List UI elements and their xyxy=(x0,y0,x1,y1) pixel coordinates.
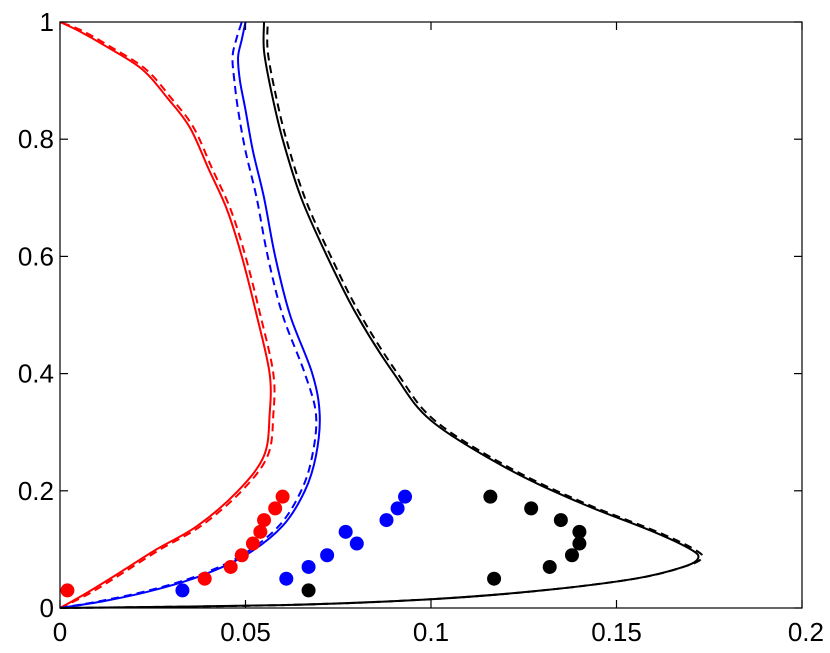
series-line-3 xyxy=(59,21,318,609)
data-point xyxy=(564,548,579,563)
series-line-4 xyxy=(59,21,700,609)
data-point xyxy=(245,536,260,551)
plot-area-frame xyxy=(59,21,803,609)
data-point xyxy=(524,501,539,516)
x-tick-label: 0.1 xyxy=(413,617,449,647)
y-tick-label: 0.6 xyxy=(18,241,54,271)
data-point xyxy=(487,571,502,586)
data-point xyxy=(275,489,290,504)
data-point xyxy=(379,513,394,528)
y-tick-label: 1 xyxy=(40,7,54,37)
y-tick-label: 0 xyxy=(40,593,54,623)
data-point xyxy=(279,571,294,586)
series-line-1 xyxy=(59,21,276,609)
data-point xyxy=(320,548,335,563)
y-tick-label: 0.2 xyxy=(18,476,54,506)
data-point xyxy=(175,583,190,598)
y-tick-label: 0.8 xyxy=(18,124,54,154)
series-line-2 xyxy=(59,21,321,609)
x-tick-label: 0.15 xyxy=(591,617,642,647)
data-point xyxy=(257,513,272,528)
series-line-5 xyxy=(59,21,704,609)
x-tick-label: 0.05 xyxy=(220,617,271,647)
data-point xyxy=(301,559,316,574)
data-point xyxy=(338,524,353,539)
data-point xyxy=(253,524,268,539)
y-tick-label: 0.4 xyxy=(18,359,54,389)
data-point xyxy=(398,489,413,504)
data-point xyxy=(390,501,405,516)
ticks-layer xyxy=(59,21,803,609)
data-point xyxy=(572,536,587,551)
y-tick-labels: 0 0.2 0.4 0.6 0.8 1 xyxy=(18,7,54,623)
series-line-0 xyxy=(59,21,272,609)
x-tick-label: 0 xyxy=(53,617,67,647)
data-point xyxy=(572,524,587,539)
data-point xyxy=(223,559,238,574)
data-point xyxy=(553,513,568,528)
data-point xyxy=(60,583,75,598)
data-point xyxy=(234,548,249,563)
data-point xyxy=(483,489,498,504)
data-point xyxy=(268,501,283,516)
points-layer xyxy=(60,489,587,598)
x-tick-label: 0.2 xyxy=(788,617,824,647)
data-point xyxy=(301,583,316,598)
data-point xyxy=(197,571,212,586)
data-point xyxy=(349,536,364,551)
x-tick-labels: 0 0.05 0.1 0.15 0.2 xyxy=(53,617,824,647)
data-point xyxy=(542,559,557,574)
